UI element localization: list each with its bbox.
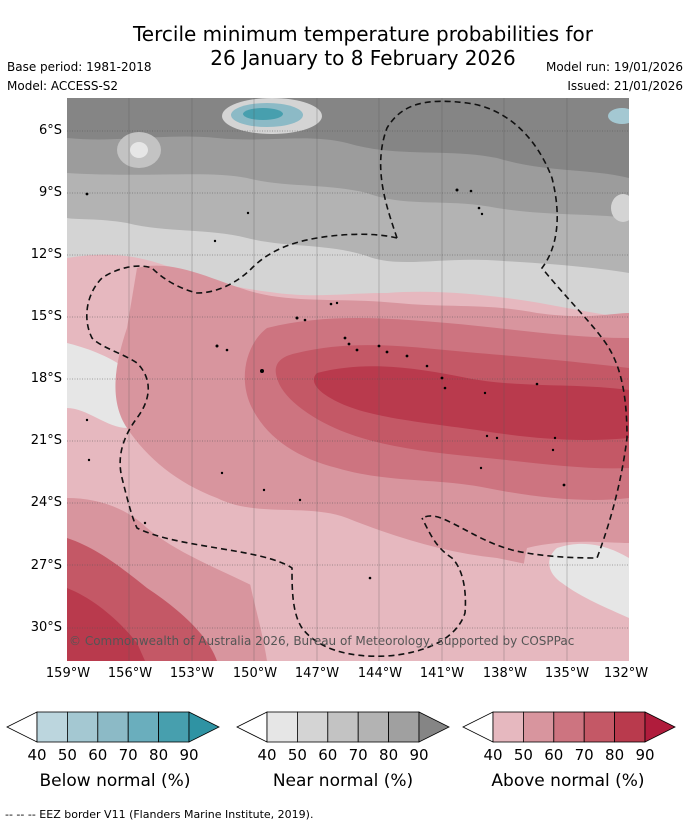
lon-label: 153°W <box>169 666 215 681</box>
lon-label: 159°W <box>45 666 91 681</box>
colorbar-tick-label: 60 <box>88 746 108 764</box>
lon-label: 135°W <box>544 666 590 681</box>
lat-label: 24°S <box>30 495 62 510</box>
colorbar-extend-low <box>236 711 268 743</box>
meta-right: Model run: 19/01/2026 Issued: 21/01/2026 <box>546 58 683 96</box>
title-line-1: Tercile minimum temperature probabilitie… <box>132 22 594 46</box>
lat-label: 27°S <box>30 558 62 573</box>
colorbar-segment <box>614 711 646 743</box>
map-title: Tercile minimum temperature probabilitie… <box>0 22 690 70</box>
above-normal-zone <box>247 558 497 661</box>
colorbar-tick-label: 50 <box>57 746 77 764</box>
colorbar-segment <box>158 711 190 743</box>
colorbar-tick-label: 70 <box>574 746 594 764</box>
near-normal-zone <box>130 142 148 158</box>
model-run-date: Model run: 19/01/2026 <box>545 60 683 74</box>
colorbar-segment <box>97 711 129 743</box>
meta-left: Base period: 1981-2018 Model: ACCESS-S2 <box>7 58 152 96</box>
graticule <box>67 98 629 661</box>
lon-label: 138°W <box>482 666 528 681</box>
lon-label: 147°W <box>294 666 340 681</box>
colorbar-segment <box>127 711 159 743</box>
colorbar-below-normal <box>6 711 220 743</box>
probability-map <box>67 98 629 661</box>
colorbar-tick-label: 60 <box>544 746 564 764</box>
colorbar-tick-label: 70 <box>118 746 138 764</box>
issued-date: Issued: 21/01/2026 <box>567 79 683 93</box>
colorbar-tick-label: 80 <box>149 746 169 764</box>
colorbar-segment <box>492 711 524 743</box>
colorbar-extend-low <box>462 711 494 743</box>
lat-label: 30°S <box>30 620 62 635</box>
colorbar-tick-label: 40 <box>257 746 277 764</box>
lat-label: 21°S <box>30 433 62 448</box>
colorbar-title-near: Near normal (%) <box>272 771 414 791</box>
title-line-2: 26 January to 8 February 2026 <box>210 46 516 70</box>
above-normal-zone <box>67 588 145 661</box>
colorbar-above-normal <box>462 711 676 743</box>
colorbar-tick-label: 90 <box>409 746 429 764</box>
model-name: Model: ACCESS-S2 <box>7 79 119 93</box>
colorbar-segment <box>327 711 359 743</box>
lon-label: 141°W <box>419 666 465 681</box>
colorbar-extend-high <box>418 711 450 743</box>
eez-footnote: -- -- -- EEZ border V11 (Flanders Marine… <box>5 808 314 821</box>
near-normal-zone <box>67 98 629 178</box>
lon-label: 132°W <box>603 666 649 681</box>
colorbar-segment <box>266 711 298 743</box>
lat-label: 6°S <box>38 123 62 138</box>
colorbar-title-above: Above normal (%) <box>491 771 645 791</box>
copyright-text: © Commonwealth of Australia 2026, Bureau… <box>69 634 575 648</box>
lat-label: 15°S <box>30 309 62 324</box>
colorbar-tick-label: 80 <box>605 746 625 764</box>
colorbar-title-below: Below normal (%) <box>39 771 191 791</box>
colorbar-segment <box>67 711 99 743</box>
colorbars <box>6 711 676 743</box>
colorbar-tick-label: 70 <box>348 746 368 764</box>
colorbar-tick-label: 90 <box>179 746 199 764</box>
lat-label: 9°S <box>38 185 62 200</box>
colorbar-tick-label: 90 <box>635 746 655 764</box>
eez-border <box>86 100 628 658</box>
colorbar-extend-high <box>188 711 220 743</box>
colorbar-segment <box>523 711 555 743</box>
colorbar-near-normal <box>236 711 450 743</box>
below-normal-zone <box>243 108 283 120</box>
colorbar-tick-label: 50 <box>287 746 307 764</box>
near-normal-zone <box>549 543 629 618</box>
lon-label: 156°W <box>107 666 153 681</box>
colorbar-segment <box>357 711 390 743</box>
lat-label: 12°S <box>30 247 62 262</box>
colorbar-extend-high <box>644 711 676 743</box>
colorbar-segment <box>553 711 585 743</box>
colorbar-tick-label: 50 <box>513 746 533 764</box>
colorbar-extend-low <box>6 711 38 743</box>
lon-label: 150°W <box>232 666 278 681</box>
colorbar-segment <box>36 711 68 743</box>
islands <box>85 188 566 580</box>
lat-label: 18°S <box>30 371 62 386</box>
colorbar-tick-label: 80 <box>379 746 399 764</box>
colorbar-tick-label: 60 <box>318 746 338 764</box>
colorbar-tick-label: 40 <box>27 746 47 764</box>
base-period: Base period: 1981-2018 <box>7 60 152 74</box>
colorbar-segment <box>388 711 420 743</box>
lon-label: 144°W <box>357 666 403 681</box>
colorbar-tick-label: 40 <box>483 746 503 764</box>
near-normal-zone <box>611 194 629 222</box>
below-normal-zone <box>608 108 629 124</box>
colorbar-segment <box>583 711 616 743</box>
colorbar-segment <box>296 711 329 743</box>
above-normal-zone <box>313 366 629 441</box>
